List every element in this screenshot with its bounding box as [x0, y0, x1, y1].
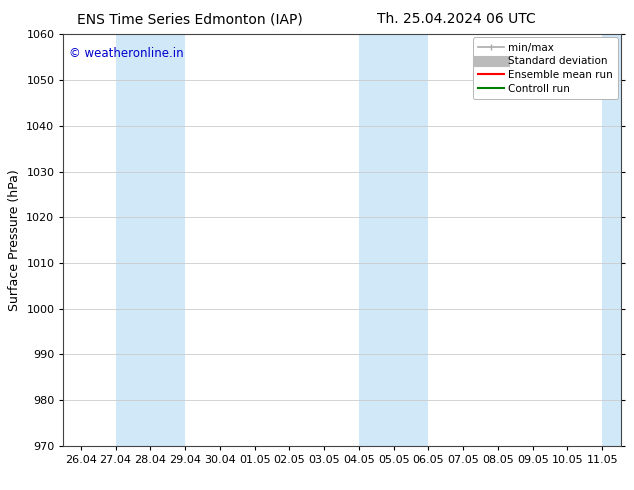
Bar [359, 34, 429, 446]
Text: ENS Time Series Edmonton (IAP): ENS Time Series Edmonton (IAP) [77, 12, 303, 26]
Text: Th. 25.04.2024 06 UTC: Th. 25.04.2024 06 UTC [377, 12, 536, 26]
Legend: min/max, Standard deviation, Ensemble mean run, Controll run: min/max, Standard deviation, Ensemble me… [473, 37, 618, 99]
Y-axis label: Surface Pressure (hPa): Surface Pressure (hPa) [8, 169, 21, 311]
Bar [115, 34, 185, 446]
Text: © weatheronline.in: © weatheronline.in [69, 47, 184, 60]
Bar [602, 34, 621, 446]
